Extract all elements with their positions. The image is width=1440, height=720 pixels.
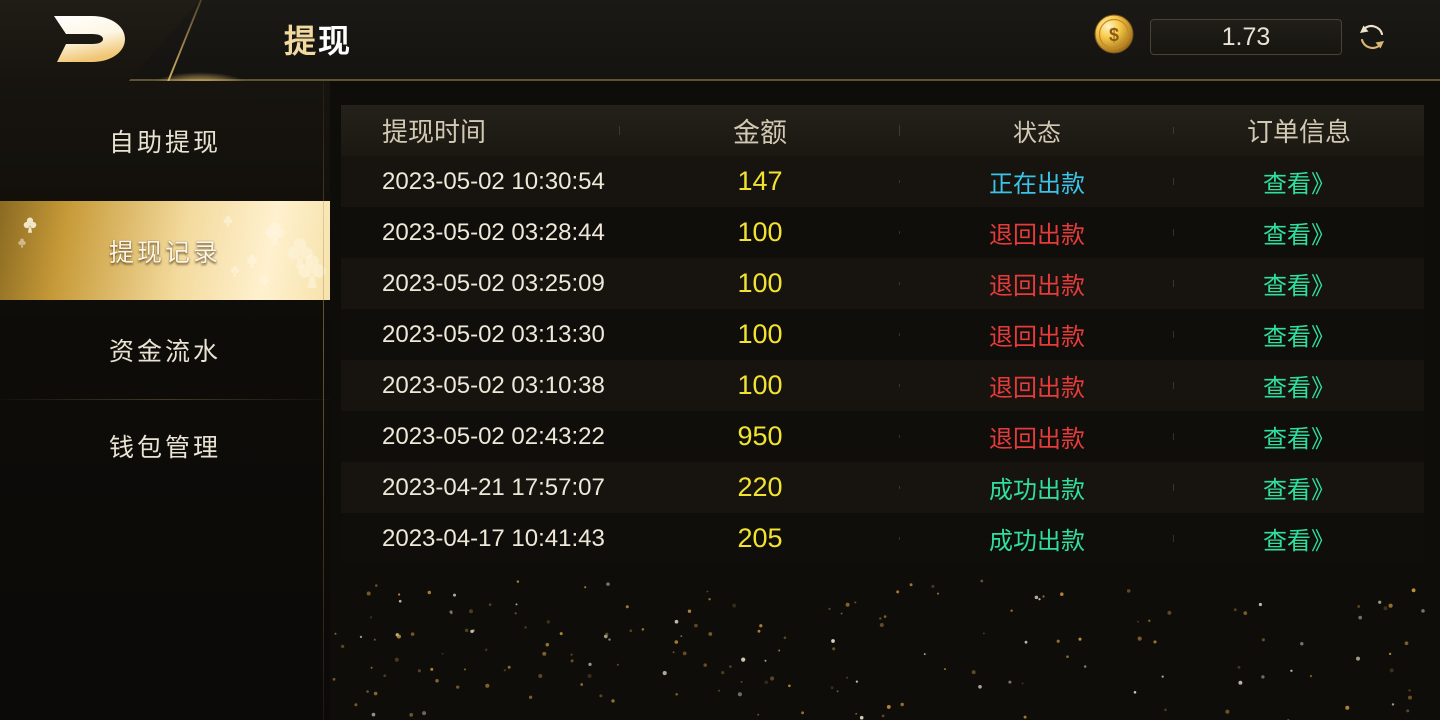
svg-text:$: $ [1109,25,1119,45]
